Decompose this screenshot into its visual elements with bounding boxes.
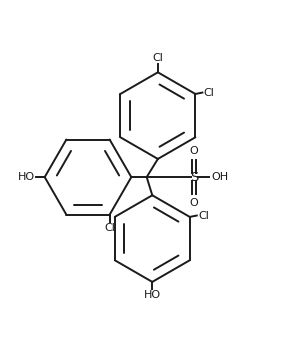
Text: Cl: Cl <box>198 211 209 221</box>
Text: O: O <box>190 146 199 156</box>
Text: Cl: Cl <box>152 52 163 62</box>
Text: OH: OH <box>211 172 228 182</box>
Text: Cl: Cl <box>104 223 115 233</box>
Text: HO: HO <box>18 172 35 182</box>
Text: O: O <box>190 198 199 208</box>
Text: S: S <box>190 171 198 183</box>
Text: HO: HO <box>144 290 161 300</box>
Text: Cl: Cl <box>204 87 215 97</box>
